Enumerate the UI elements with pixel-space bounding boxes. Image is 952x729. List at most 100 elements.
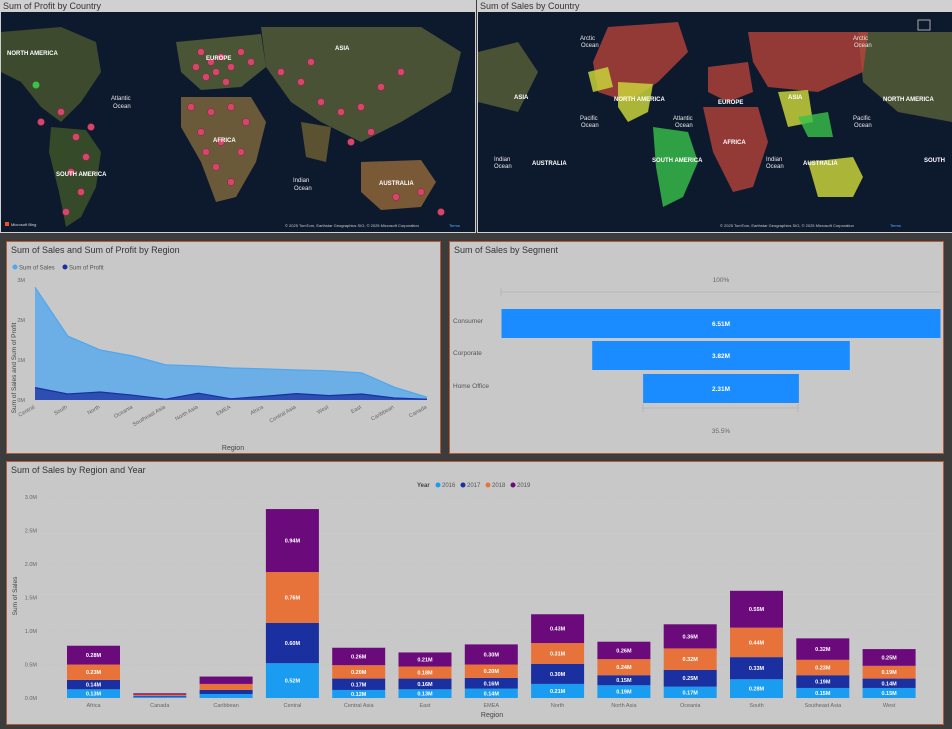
stacked-data-label: 0.13M (417, 692, 433, 698)
stacked-data-label: 0.15M (616, 678, 632, 684)
area-line-sales (34, 286, 428, 398)
stacked-bar-segment (133, 694, 187, 696)
stacked-bar-segment (398, 652, 452, 667)
label-pacific-l2: Ocean (581, 123, 599, 129)
area-ytick: 2M (17, 318, 25, 324)
funnel-bar-consumer (501, 309, 941, 338)
stacked-xtick: Oceania (680, 703, 701, 709)
stacked-data-label: 0.32M (815, 647, 831, 653)
stacked-bar-segment (862, 649, 916, 666)
stacked-data-label: 0.32M (683, 657, 699, 663)
sales-map-terms: Terms (890, 223, 901, 228)
stacked-bar-segment (199, 689, 253, 694)
stacked-data-label: 0.26M (616, 648, 632, 654)
stacked-bar-segment (730, 590, 783, 628)
stacked-bar-segment (730, 679, 783, 698)
stacked-bar-segment (796, 659, 850, 676)
stacked-bar-segment (332, 647, 386, 666)
sales-map[interactable]: Arctic Ocean Arctic Ocean ASIA NORTH AME… (478, 12, 952, 232)
label-pacific-r1: Pacific (853, 116, 871, 122)
area-xtick: Oceania (113, 404, 135, 420)
area-ytick: 0M (17, 398, 25, 404)
stacked-ytick: 2.0M (25, 562, 38, 568)
stacked-xtick: Caribbean (213, 703, 238, 709)
label-north-america: NORTH AMERICA (7, 51, 58, 57)
stacked-data-label: 0.43M (550, 627, 566, 633)
stacked-chart-panel[interactable]: Sum of Sales by Region and Year Year 201… (6, 461, 944, 725)
profit-map-title: Sum of Profit by Country (3, 1, 102, 11)
sales-map-attribution: © 2025 TomTom, Earthstar Geographics SIO… (720, 223, 854, 228)
stacked-data-label: 0.24M (616, 665, 632, 671)
label-atlantic: Atlantic (111, 96, 131, 102)
profit-map[interactable]: NORTH AMERICA EUROPE ASIA AFRICA SOUTH A… (1, 12, 475, 232)
stacked-data-label: 0.30M (484, 652, 500, 658)
profit-map-terms: Terms (449, 223, 460, 228)
stacked-bar-segment (133, 693, 187, 695)
profit-map-panel[interactable]: Sum of Profit by Country NORTH AMERICA E… (0, 0, 476, 233)
stacked-bar-segment (597, 675, 651, 686)
stacked-data-label: 0.21M (550, 689, 566, 695)
label-asia: ASIA (335, 46, 350, 52)
label-arctic-l1: Arctic (580, 36, 595, 42)
stacked-bar-segment (67, 645, 120, 665)
stacked-data-label: 0.16M (484, 681, 500, 687)
stacked-bar-segment (332, 678, 386, 690)
ms-logo: Microsoft Bing (11, 222, 36, 227)
area-chart[interactable]: Sum of Sales Sum of Profit Sum of Sales … (7, 258, 440, 453)
funnel-panel[interactable]: Sum of Sales by Segment 100% 35.5% 6.51M… (449, 241, 944, 454)
stacked-ylabel: Sum of Sales (12, 576, 19, 615)
funnel-bar-home-office (643, 374, 799, 403)
stacked-bar-segment (265, 622, 319, 664)
stacked-data-label: 0.23M (815, 666, 831, 672)
stacked-data-label: 0.19M (881, 670, 897, 676)
area-xtick: Africa (249, 404, 265, 417)
stacked-bar-segment (464, 664, 518, 678)
stacked-xtick: Central (284, 703, 302, 709)
legend-2019: 2019 (517, 483, 531, 489)
stacked-data-label: 0.21M (417, 657, 433, 663)
stacked-xlabel: Region (481, 712, 503, 719)
label-indian-l2: Ocean (494, 164, 512, 170)
stacked-bar-segment (663, 624, 717, 649)
stacked-bar-segment (265, 509, 319, 573)
segment-funnel[interactable]: 100% 35.5% 6.51M Consumer 3.82M Corporate 2.… (450, 258, 943, 453)
stacked-data-label: 0.19M (815, 680, 831, 686)
area-xtick: Central Asia (269, 404, 298, 424)
label-pacific-r2: Ocean (854, 123, 872, 129)
stacked-bar-segment (464, 644, 518, 665)
sales-map-title: Sum of Sales by Country (480, 1, 580, 11)
stacked-data-label: 0.52M (285, 679, 301, 685)
stacked-bar-segment (663, 686, 717, 698)
label-south-america: SOUTH AMERICA (652, 158, 703, 164)
sales-map-panel[interactable]: Sum of Sales by Country Arctic Ocean Arc… (477, 0, 952, 233)
stacked-bar-segment (531, 643, 585, 664)
funnel-category-label: Consumer (453, 318, 484, 325)
area-xtick: Canada (408, 404, 429, 419)
stacked-bar-segment (796, 687, 850, 698)
stacked-data-label: 0.33M (749, 666, 765, 672)
area-xtick: EMEA (215, 404, 232, 417)
stacked-bar-segment (796, 675, 850, 688)
stacked-bar-segment (862, 665, 916, 679)
stacked-legend: Year 2016 2017 2018 2019 (417, 482, 531, 489)
stacked-bar-segment (597, 685, 651, 698)
funnel-title: Sum of Sales by Segment (454, 245, 559, 255)
stacked-bar-segment (67, 679, 120, 690)
focus-mode-icon[interactable] (917, 19, 931, 31)
stacked-data-label: 0.60M (285, 641, 301, 647)
area-legend: Sum of Sales Sum of Profit (12, 264, 104, 272)
stacked-data-label: 0.15M (881, 691, 897, 697)
funnel-top-label: 100% (713, 277, 730, 284)
stacked-xtick: Canada (150, 703, 170, 709)
label-arctic-r2: Ocean (854, 43, 872, 49)
stacked-bar-segment (862, 687, 916, 698)
stacked-bar-segment (464, 677, 518, 689)
stacked-bar-segment (663, 648, 717, 670)
stacked-chart[interactable]: Year 2016 2017 2018 2019 Sum of Sales Re… (7, 476, 943, 724)
stacked-xtick: Central Asia (344, 703, 375, 709)
stacked-ytick: 1.0M (25, 629, 38, 635)
stacked-xtick: South (749, 703, 763, 709)
stacked-bar-segment (398, 678, 452, 690)
stacked-data-label: 0.14M (484, 691, 500, 697)
area-chart-panel[interactable]: Sum of Sales and Sum of Profit by Region… (6, 241, 441, 454)
